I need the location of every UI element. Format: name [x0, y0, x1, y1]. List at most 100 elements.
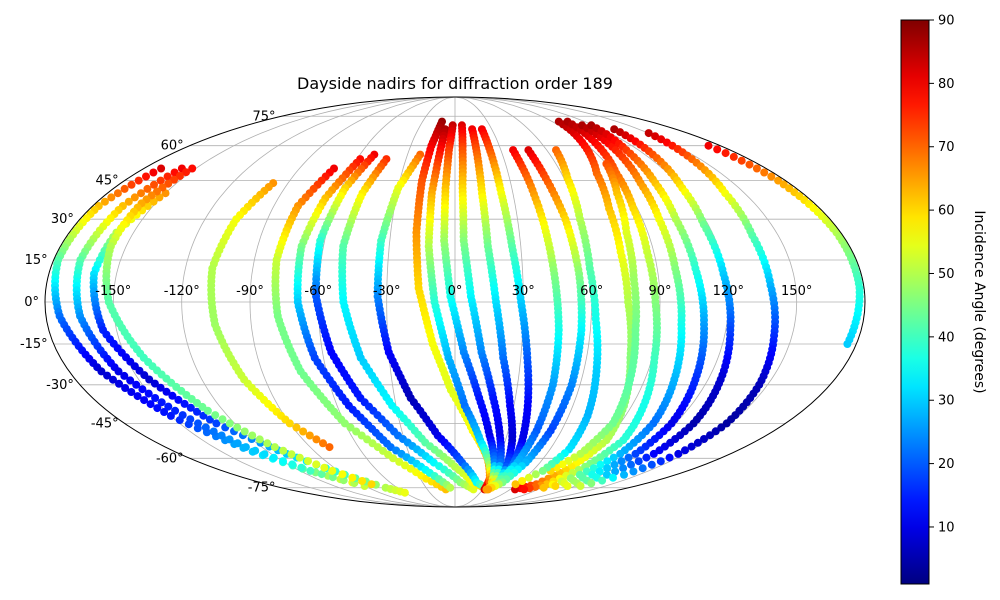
nadir-point — [711, 427, 720, 436]
chart-title: Dayside nadirs for diffraction order 189 — [297, 74, 613, 93]
nadir-point — [182, 168, 190, 177]
nadir-point — [681, 446, 689, 455]
nadir-point — [175, 172, 184, 180]
nadir-point — [137, 189, 145, 198]
nadir-point — [706, 431, 714, 440]
nadir-point — [656, 457, 665, 466]
nadir-point — [713, 145, 722, 154]
nadir-point — [127, 388, 136, 396]
nadir-point — [144, 389, 153, 398]
nadir-point — [292, 423, 301, 432]
nadir-point — [149, 168, 158, 177]
nadir-point — [367, 480, 376, 489]
nadir-point — [255, 435, 264, 444]
nadir-point — [151, 394, 160, 402]
nadir-point — [305, 431, 314, 440]
nadir-point — [717, 423, 726, 432]
nadir-point — [263, 439, 272, 448]
nadir-point — [145, 375, 154, 384]
nadir-point — [629, 467, 638, 476]
nadir-point — [745, 160, 754, 169]
latitude-tick-labels: 75° 60° 45° 30° 15° 0° -15° -30° -45° -60° -75° — [20, 109, 276, 495]
colorbar-ticks: 10 20 30 40 50 60 70 80 90 — [929, 14, 955, 535]
nadir-point — [655, 446, 664, 455]
nadir-point — [201, 423, 210, 432]
nadir-point — [178, 411, 187, 420]
lon-tick-label: 0° — [448, 284, 463, 299]
nadir-point — [704, 141, 713, 150]
nadir-point — [120, 371, 129, 380]
nadir-point — [304, 457, 312, 466]
nadir-point — [142, 172, 150, 181]
lat-tick-label: 30° — [51, 212, 74, 227]
nadir-point — [687, 442, 696, 451]
nadir-point — [312, 435, 321, 444]
nadir-point — [174, 395, 183, 404]
nadir-point — [295, 453, 304, 462]
nadir-point — [193, 407, 201, 416]
lon-tick-label: 150° — [781, 284, 812, 299]
nadir-point — [299, 427, 308, 436]
nadir-point — [338, 470, 347, 479]
track-track-8 — [312, 150, 478, 494]
nadir-point — [150, 379, 159, 388]
nadir-point — [564, 456, 573, 465]
nadir-point — [194, 419, 202, 428]
nadir-point — [602, 470, 611, 479]
nadir-point — [160, 408, 169, 416]
nadir-point — [205, 415, 214, 424]
nadir-point — [631, 449, 640, 458]
nadir-point — [100, 197, 109, 206]
nadir-point — [721, 149, 730, 158]
nadir-point — [107, 193, 116, 202]
nadir-point — [240, 427, 249, 436]
nadir-point — [760, 168, 769, 177]
colorbar-tick-label: 30 — [938, 394, 955, 409]
nadir-point — [143, 202, 152, 210]
lat-tick-label: 75° — [252, 109, 275, 124]
track-track-22 — [551, 121, 709, 490]
track-track-7 — [293, 155, 455, 492]
longitude-tick-labels: -150° -120° -90° -60° -30° 0° 30° 60° 90° 120° 150… — [95, 284, 812, 299]
nadir-point — [217, 431, 226, 440]
nadir-point — [511, 480, 520, 489]
nadir-point — [634, 457, 643, 466]
nadir-point — [212, 419, 221, 428]
lat-tick-label: -60° — [156, 451, 184, 466]
nadir-point — [619, 464, 628, 473]
colorbar-gradient — [900, 19, 930, 585]
nadir-point — [140, 396, 149, 405]
nadir-point — [674, 449, 683, 458]
nadir-point — [203, 406, 212, 415]
nadir-point — [130, 193, 139, 202]
nadir-point — [146, 400, 155, 409]
nadir-point — [563, 482, 572, 490]
nadir-point — [269, 453, 278, 462]
nadir-point — [113, 189, 122, 198]
track-track-18 — [484, 146, 586, 494]
colorbar: 10 20 30 40 50 60 70 80 90 Incidence Angle (degr… — [900, 14, 987, 585]
nadir-point — [617, 457, 626, 466]
nadir-point — [143, 184, 152, 193]
nadir-point — [157, 164, 166, 173]
nadir-point — [700, 435, 708, 443]
nadir-point — [389, 454, 398, 463]
nadir-point — [638, 464, 647, 473]
lon-tick-label: -90° — [236, 284, 264, 299]
nadir-point — [524, 473, 533, 482]
nadir-point — [624, 453, 633, 462]
nadir-point — [358, 477, 367, 485]
nadir-point — [270, 443, 279, 452]
lat-tick-label: -30° — [46, 378, 74, 393]
nadir-point — [598, 476, 607, 485]
nadir-point — [642, 453, 651, 462]
nadir-point — [163, 172, 172, 181]
lon-tick-label: -150° — [95, 284, 131, 299]
track-track-4 — [102, 164, 376, 489]
nadir-point — [162, 387, 171, 396]
nadir-point — [589, 464, 598, 473]
nadir-point — [306, 466, 315, 475]
nadir-point — [737, 156, 746, 165]
nadir-point — [320, 463, 329, 472]
